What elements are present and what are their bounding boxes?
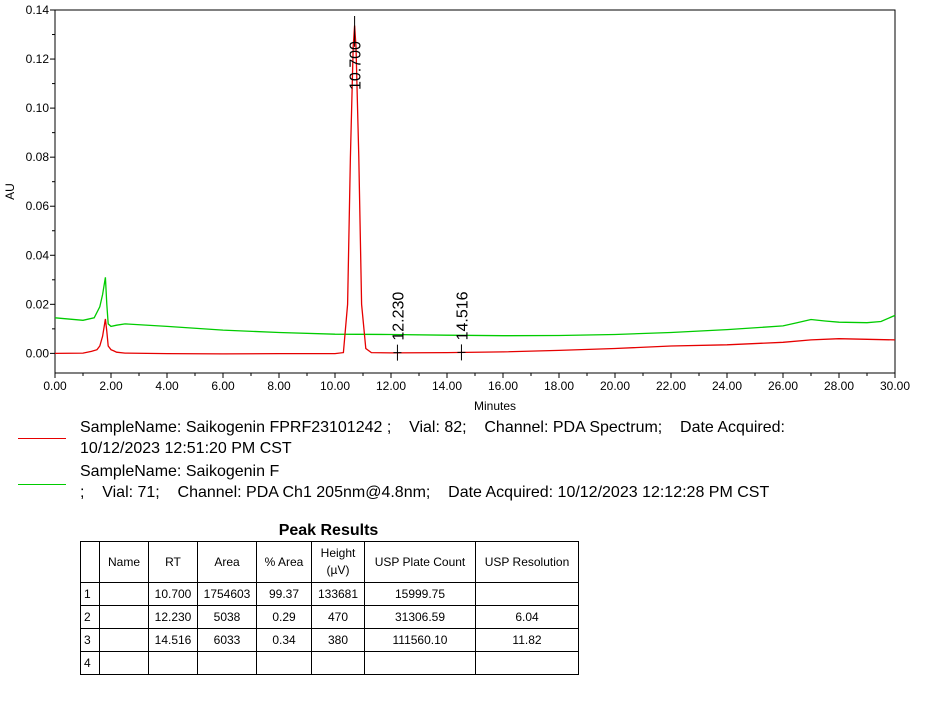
x-tick-label: 18.00	[544, 379, 574, 393]
y-tick-label: 0.04	[26, 248, 50, 262]
peak-label: 14.516	[454, 291, 471, 340]
plot-frame	[54, 9, 896, 374]
legend-line1: SampleName: Saikogenin FPRF23101242 ; Vi…	[80, 419, 785, 436]
header-pct-area: % Area	[256, 541, 312, 583]
x-tick-label: 26.00	[768, 379, 798, 393]
y-tick-label: 0.08	[26, 150, 50, 164]
table-row: 3 14.516 6033 0.34 380 111560.10 11.82	[80, 628, 579, 652]
series-line-green	[54, 277, 896, 337]
y-axis-label: AU	[3, 183, 17, 200]
series-line-red	[54, 25, 896, 355]
table-row: 4	[80, 651, 579, 675]
cell: 133681	[311, 582, 365, 606]
cell: 380	[311, 628, 365, 652]
cell: 470	[311, 605, 365, 629]
legend-line1: SampleName: Saikogenin F	[80, 463, 280, 480]
x-tick-label: 30.00	[880, 379, 910, 393]
table-row: 2 12.230 5038 0.29 470 31306.59 6.04	[80, 605, 579, 629]
peak-annotations: 10.700 12.230 14.516	[348, 16, 471, 361]
cell: 31306.59	[364, 605, 476, 629]
cell	[197, 651, 257, 675]
chromatogram-chart: 0.00 2.00 4.00 6.00 8.00 10.00 12.00 14.00 16.00…	[3, 3, 910, 413]
cell: 0.34	[256, 628, 312, 652]
x-tick-label: 22.00	[656, 379, 686, 393]
cell	[475, 582, 579, 606]
table-row: 1 10.700 1754603 99.37 133681 15999.75	[80, 582, 579, 606]
y-tick-label: 0.02	[26, 297, 50, 311]
x-tick-label: 12.00	[376, 379, 406, 393]
header-rt: RT	[148, 541, 198, 583]
cell	[148, 651, 198, 675]
header-height: Height (µV)	[311, 541, 365, 583]
header-area: Area	[197, 541, 257, 583]
cell: 1754603	[197, 582, 257, 606]
legend-entry-red: SampleName: Saikogenin FPRF23101242 ; Vi…	[0, 415, 926, 459]
y-tick-label: 0.12	[26, 52, 50, 66]
y-tick-label: 0.14	[26, 3, 50, 17]
cell: 10.700	[148, 582, 198, 606]
x-tick-label: 24.00	[712, 379, 742, 393]
x-tick-label: 28.00	[824, 379, 854, 393]
x-tick-label: 16.00	[488, 379, 518, 393]
axes: 0.00 2.00 4.00 6.00 8.00 10.00 12.00 14.00 16.00…	[3, 3, 910, 413]
cell	[256, 651, 312, 675]
cell: 6.04	[475, 605, 579, 629]
x-tick-label: 0.00	[43, 379, 67, 393]
peak-results-table: Name RT Area % Area Height (µV) USP Plat…	[80, 541, 579, 675]
cell: 5038	[197, 605, 257, 629]
x-tick-label: 4.00	[155, 379, 179, 393]
y-tick-label: 0.06	[26, 199, 50, 213]
legend-text-red: SampleName: Saikogenin FPRF23101242 ; Vi…	[80, 417, 785, 459]
peak-results-title: Peak Results	[278, 522, 379, 539]
y-tick-label: 0.00	[26, 346, 50, 360]
x-tick-label: 6.00	[211, 379, 235, 393]
cell	[99, 628, 149, 652]
peak-label: 12.230	[390, 292, 407, 341]
header-index	[80, 541, 100, 583]
cell: 99.37	[256, 582, 312, 606]
cell	[99, 605, 149, 629]
cell: 2	[80, 605, 100, 629]
cell	[364, 651, 476, 675]
cell: 3	[80, 628, 100, 652]
header-plate-count: USP Plate Count	[364, 541, 476, 583]
legend-text-green: SampleName: Saikogenin F ; Vial: 71; Chan…	[80, 461, 769, 503]
legend: SampleName: Saikogenin FPRF23101242 ; Vi…	[0, 415, 926, 503]
cell: 11.82	[475, 628, 579, 652]
series-layer	[54, 25, 896, 355]
cell: 1	[80, 582, 100, 606]
cell: 6033	[197, 628, 257, 652]
cell	[99, 651, 149, 675]
x-tick-label: 20.00	[600, 379, 630, 393]
legend-line2: 10/12/2023 12:51:20 PM CST	[80, 440, 292, 457]
x-tick-label: 8.00	[267, 379, 291, 393]
cell	[475, 651, 579, 675]
cell: 12.230	[148, 605, 198, 629]
legend-swatch-red	[18, 438, 66, 439]
cell: 0.29	[256, 605, 312, 629]
legend-swatch-green	[18, 484, 66, 485]
peak-label: 10.700	[348, 41, 365, 90]
cell: 4	[80, 651, 100, 675]
x-tick-label: 2.00	[99, 379, 123, 393]
cell: 111560.10	[364, 628, 476, 652]
y-tick-label: 0.10	[26, 101, 50, 115]
cell	[311, 651, 365, 675]
legend-line2: ; Vial: 71; Channel: PDA Ch1 205nm@4.8nm…	[80, 484, 770, 501]
cell: 14.516	[148, 628, 198, 652]
header-resolution: USP Resolution	[475, 541, 579, 583]
legend-entry-green: SampleName: Saikogenin F ; Vial: 71; Chan…	[0, 459, 926, 503]
x-tick-label: 14.00	[432, 379, 462, 393]
header-name: Name	[99, 541, 149, 583]
table-header-row: Name RT Area % Area Height (µV) USP Plat…	[80, 541, 579, 583]
cell: 15999.75	[364, 582, 476, 606]
cell	[99, 582, 149, 606]
x-axis-label: Minutes	[474, 399, 516, 413]
x-tick-label: 10.00	[320, 379, 350, 393]
